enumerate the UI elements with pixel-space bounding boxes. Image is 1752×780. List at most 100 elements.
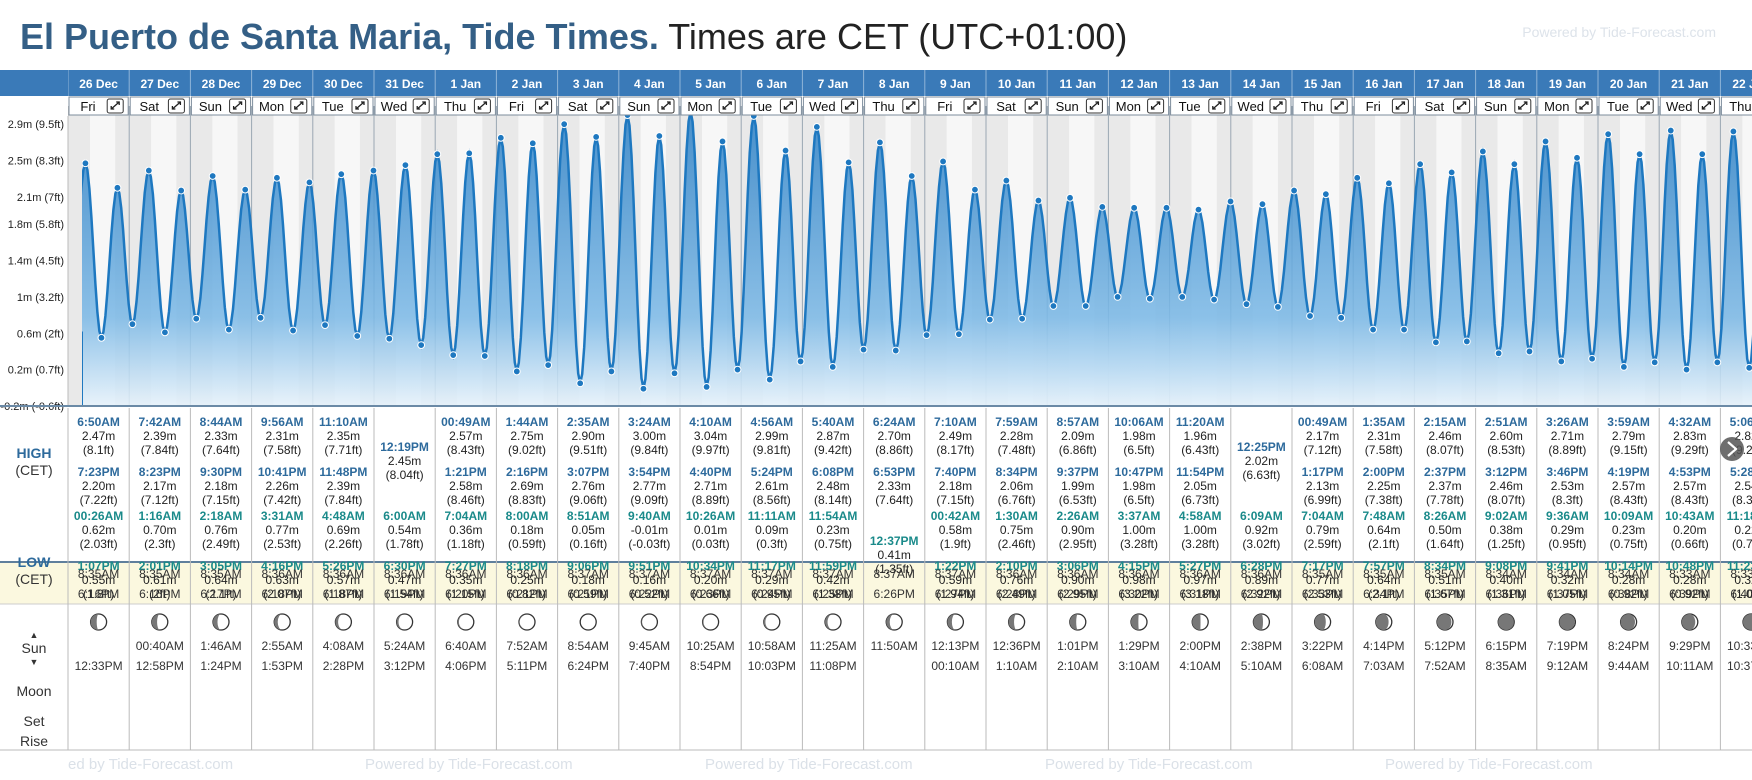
- high-tide-point[interactable]: [369, 166, 378, 175]
- low-tide-point[interactable]: [1557, 357, 1566, 366]
- low-tide-point[interactable]: [417, 341, 426, 349]
- high-tide-point[interactable]: [1478, 147, 1487, 156]
- low-tide-point[interactable]: [1400, 325, 1408, 334]
- low-tide-point[interactable]: [385, 334, 394, 343]
- low-tide-point[interactable]: [891, 346, 900, 355]
- low-tide-point[interactable]: [97, 333, 106, 342]
- high-tide-point[interactable]: [1573, 153, 1581, 162]
- low-tide-point[interactable]: [1210, 295, 1218, 304]
- low-tide-point[interactable]: [1494, 349, 1503, 358]
- high-tide-point[interactable]: [1729, 127, 1738, 136]
- low-tide-point[interactable]: [1619, 363, 1628, 371]
- low-tide-point[interactable]: [480, 352, 489, 360]
- low-tide-point[interactable]: [702, 383, 711, 391]
- low-tide-point[interactable]: [1462, 337, 1471, 346]
- high-tide-point[interactable]: [1130, 203, 1139, 212]
- low-tide-point[interactable]: [607, 367, 616, 376]
- high-tide-point[interactable]: [496, 133, 505, 142]
- low-tide-point[interactable]: [1525, 347, 1534, 356]
- high-tide-point[interactable]: [1002, 176, 1011, 185]
- low-tide-point[interactable]: [1369, 325, 1377, 334]
- low-tide-point[interactable]: [796, 357, 805, 366]
- low-tide-point[interactable]: [128, 320, 137, 329]
- high-tide-point[interactable]: [1066, 193, 1074, 202]
- low-tide-point[interactable]: [289, 326, 297, 335]
- high-tide-point[interactable]: [1447, 168, 1456, 177]
- high-tide-point[interactable]: [592, 133, 601, 141]
- low-tide-point[interactable]: [1145, 294, 1154, 303]
- high-tide-point[interactable]: [1226, 197, 1235, 206]
- high-tide-point[interactable]: [144, 166, 153, 175]
- high-tide-point[interactable]: [1666, 126, 1675, 135]
- low-tide-point[interactable]: [224, 325, 233, 334]
- high-tide-point[interactable]: [1541, 137, 1550, 146]
- low-tide-point[interactable]: [1178, 293, 1187, 301]
- low-tide-point[interactable]: [512, 367, 521, 376]
- low-tide-point[interactable]: [1432, 338, 1440, 347]
- high-tide-point[interactable]: [528, 139, 537, 148]
- high-tide-point[interactable]: [241, 185, 250, 194]
- low-tide-point[interactable]: [1650, 358, 1659, 367]
- low-tide-point[interactable]: [1242, 300, 1251, 309]
- low-tide-point[interactable]: [256, 313, 265, 322]
- low-tide-point[interactable]: [1306, 312, 1314, 320]
- low-tide-point[interactable]: [321, 321, 329, 329]
- high-tide-point[interactable]: [560, 120, 569, 129]
- high-tide-point[interactable]: [1353, 173, 1362, 182]
- low-tide-point[interactable]: [1745, 363, 1752, 372]
- low-tide-point[interactable]: [1113, 293, 1122, 301]
- low-tide-point[interactable]: [985, 315, 994, 324]
- low-tide-point[interactable]: [1682, 365, 1691, 374]
- low-tide-point[interactable]: [449, 351, 458, 359]
- high-tide-point[interactable]: [1034, 196, 1043, 205]
- high-tide-point[interactable]: [1510, 160, 1519, 169]
- high-tide-point[interactable]: [305, 178, 314, 187]
- high-tide-point[interactable]: [433, 150, 442, 159]
- low-tide-point[interactable]: [576, 379, 585, 388]
- high-tide-point[interactable]: [1194, 205, 1203, 214]
- high-tide-point[interactable]: [1162, 203, 1171, 212]
- high-tide-point[interactable]: [844, 158, 853, 167]
- high-tide-point[interactable]: [781, 146, 790, 155]
- low-tide-point[interactable]: [1588, 354, 1596, 363]
- low-tide-point[interactable]: [1081, 302, 1090, 310]
- high-tide-point[interactable]: [113, 183, 122, 192]
- low-tide-point[interactable]: [828, 363, 837, 371]
- high-tide-point[interactable]: [465, 149, 474, 158]
- high-tide-point[interactable]: [907, 172, 916, 180]
- high-tide-point[interactable]: [971, 185, 979, 194]
- high-tide-point[interactable]: [655, 132, 664, 140]
- high-tide-point[interactable]: [337, 170, 346, 179]
- low-tide-point[interactable]: [1713, 358, 1722, 367]
- high-tide-point[interactable]: [1258, 200, 1267, 209]
- low-tide-point[interactable]: [859, 345, 868, 354]
- high-tide-point[interactable]: [82, 159, 90, 168]
- high-tide-point[interactable]: [1290, 186, 1298, 195]
- low-tide-point[interactable]: [1273, 303, 1282, 311]
- low-tide-point[interactable]: [954, 330, 963, 339]
- high-tide-point[interactable]: [1604, 130, 1613, 139]
- low-tide-point[interactable]: [353, 332, 362, 340]
- low-tide-point[interactable]: [192, 314, 201, 323]
- low-tide-point[interactable]: [544, 361, 553, 369]
- low-tide-point[interactable]: [1337, 313, 1346, 322]
- high-tide-point[interactable]: [876, 138, 884, 147]
- high-tide-point[interactable]: [1416, 160, 1425, 169]
- low-tide-point[interactable]: [1018, 314, 1027, 323]
- high-tide-point[interactable]: [1635, 150, 1644, 159]
- low-tide-point[interactable]: [733, 365, 742, 374]
- low-tide-point[interactable]: [670, 369, 679, 378]
- high-tide-point[interactable]: [812, 123, 821, 131]
- high-tide-point[interactable]: [1698, 150, 1707, 159]
- low-tide-point[interactable]: [922, 331, 931, 339]
- low-tide-point[interactable]: [1049, 302, 1058, 310]
- high-tide-point[interactable]: [273, 173, 281, 182]
- high-tide-point[interactable]: [208, 172, 217, 180]
- low-tide-point[interactable]: [639, 384, 648, 393]
- high-tide-point[interactable]: [1385, 179, 1393, 188]
- high-tide-point[interactable]: [939, 157, 947, 166]
- high-tide-point[interactable]: [1321, 190, 1330, 199]
- high-tide-point[interactable]: [718, 137, 727, 146]
- high-tide-point[interactable]: [1098, 203, 1107, 211]
- high-tide-point[interactable]: [401, 161, 410, 169]
